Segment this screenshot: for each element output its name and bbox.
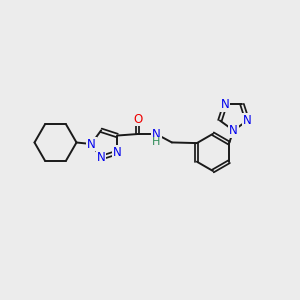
Text: N: N [113,146,122,159]
Text: N: N [229,124,238,137]
Text: N: N [221,98,230,111]
Text: N: N [243,114,252,127]
Text: H: H [152,137,160,147]
Text: N: N [152,128,161,140]
Text: O: O [133,112,142,125]
Text: N: N [87,137,96,151]
Text: N: N [97,151,106,164]
